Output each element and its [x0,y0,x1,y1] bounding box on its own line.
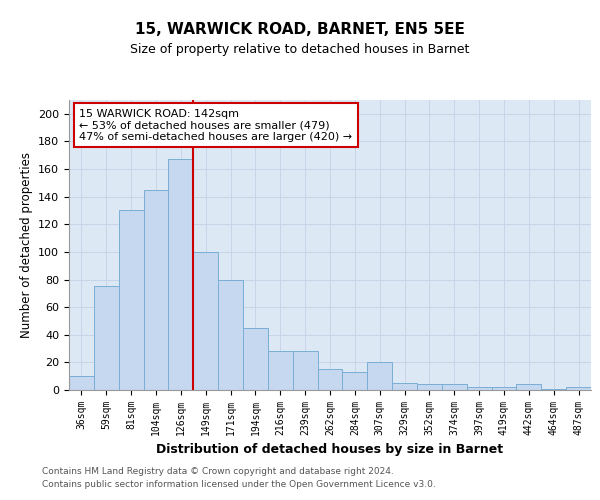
Bar [417,384,442,390]
Text: Contains public sector information licensed under the Open Government Licence v3: Contains public sector information licen… [42,480,436,489]
Bar [541,388,566,390]
Bar [566,387,591,390]
Bar [317,370,343,390]
Bar [268,352,293,390]
Bar [491,387,517,390]
Bar [367,362,392,390]
Bar [218,280,243,390]
Bar [517,384,541,390]
Bar [119,210,143,390]
Bar [193,252,218,390]
Bar [442,384,467,390]
Bar [169,160,193,390]
Bar [143,190,169,390]
Bar [293,352,317,390]
Bar [392,383,417,390]
X-axis label: Distribution of detached houses by size in Barnet: Distribution of detached houses by size … [157,444,503,456]
Text: Size of property relative to detached houses in Barnet: Size of property relative to detached ho… [130,42,470,56]
Bar [243,328,268,390]
Text: 15 WARWICK ROAD: 142sqm
← 53% of detached houses are smaller (479)
47% of semi-d: 15 WARWICK ROAD: 142sqm ← 53% of detache… [79,108,353,142]
Bar [467,387,491,390]
Bar [69,376,94,390]
Bar [343,372,367,390]
Bar [94,286,119,390]
Y-axis label: Number of detached properties: Number of detached properties [20,152,32,338]
Text: Contains HM Land Registry data © Crown copyright and database right 2024.: Contains HM Land Registry data © Crown c… [42,468,394,476]
Text: 15, WARWICK ROAD, BARNET, EN5 5EE: 15, WARWICK ROAD, BARNET, EN5 5EE [135,22,465,38]
